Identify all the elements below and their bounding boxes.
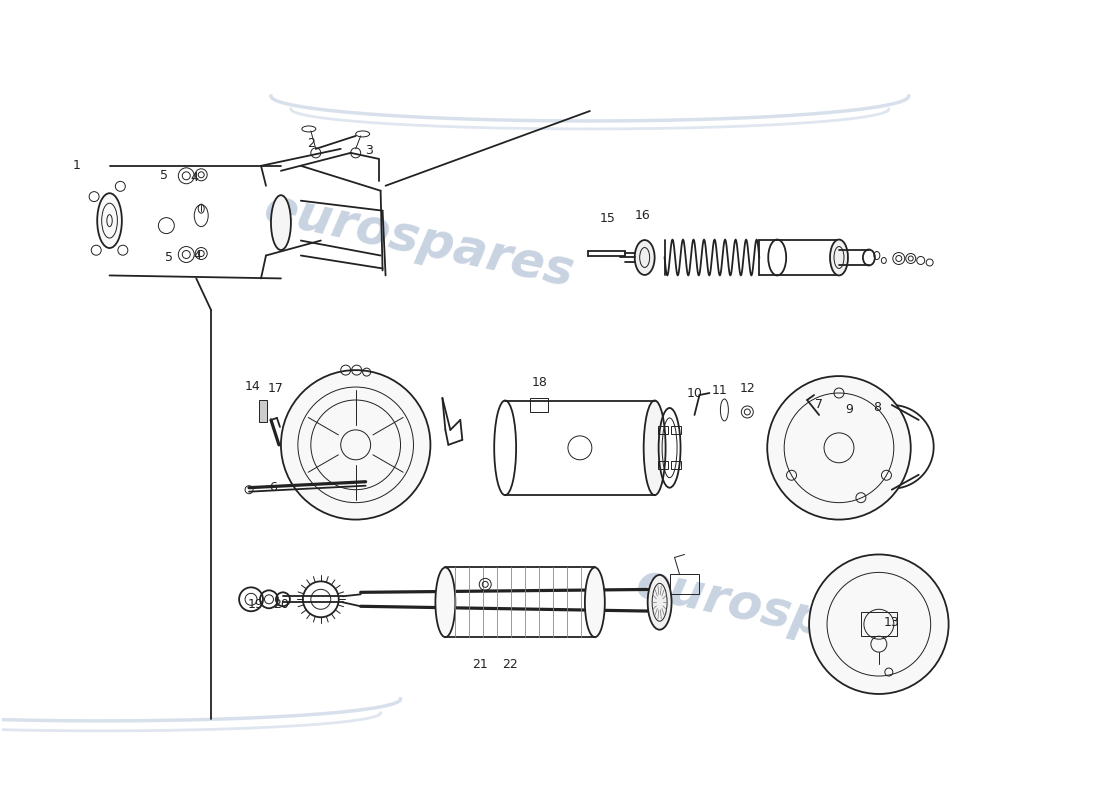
Text: 3: 3 (365, 144, 373, 158)
Bar (671, 462, 681, 470)
Text: 19: 19 (249, 598, 264, 610)
Bar (258, 400, 267, 422)
Text: 9: 9 (845, 403, 853, 417)
Text: 17: 17 (268, 382, 284, 394)
Text: 11: 11 (712, 383, 727, 397)
Circle shape (767, 376, 911, 519)
Ellipse shape (436, 567, 455, 637)
Bar (670, 574, 700, 594)
Text: 4: 4 (194, 249, 201, 262)
Text: 12: 12 (739, 382, 756, 394)
Ellipse shape (97, 194, 122, 248)
Ellipse shape (271, 195, 290, 250)
Text: 2: 2 (307, 138, 315, 150)
Bar (861, 612, 896, 636)
Bar (659, 426, 669, 434)
Ellipse shape (830, 239, 848, 275)
Circle shape (280, 370, 430, 519)
Text: 18: 18 (532, 375, 548, 389)
Text: 15: 15 (600, 212, 616, 225)
Ellipse shape (644, 401, 666, 495)
Ellipse shape (648, 575, 672, 630)
Text: 16: 16 (635, 209, 650, 222)
Text: 5: 5 (165, 251, 174, 264)
Text: 7: 7 (815, 398, 823, 411)
Bar (659, 462, 669, 470)
Text: 20: 20 (273, 598, 289, 610)
Text: 13: 13 (884, 616, 900, 629)
Text: eurospares: eurospares (631, 559, 950, 671)
Circle shape (810, 554, 948, 694)
Ellipse shape (635, 240, 654, 275)
Text: 5: 5 (161, 170, 168, 182)
Ellipse shape (585, 567, 605, 637)
Text: 8: 8 (873, 402, 881, 414)
Text: 21: 21 (472, 658, 488, 670)
Bar (671, 426, 681, 434)
Text: 10: 10 (686, 386, 703, 399)
Text: 4: 4 (190, 171, 198, 184)
Bar (530, 398, 548, 412)
Text: 14: 14 (245, 379, 261, 393)
Text: 22: 22 (503, 658, 518, 670)
Text: 6: 6 (270, 481, 277, 494)
Text: 1: 1 (73, 159, 80, 172)
Text: eurospares: eurospares (258, 184, 578, 297)
